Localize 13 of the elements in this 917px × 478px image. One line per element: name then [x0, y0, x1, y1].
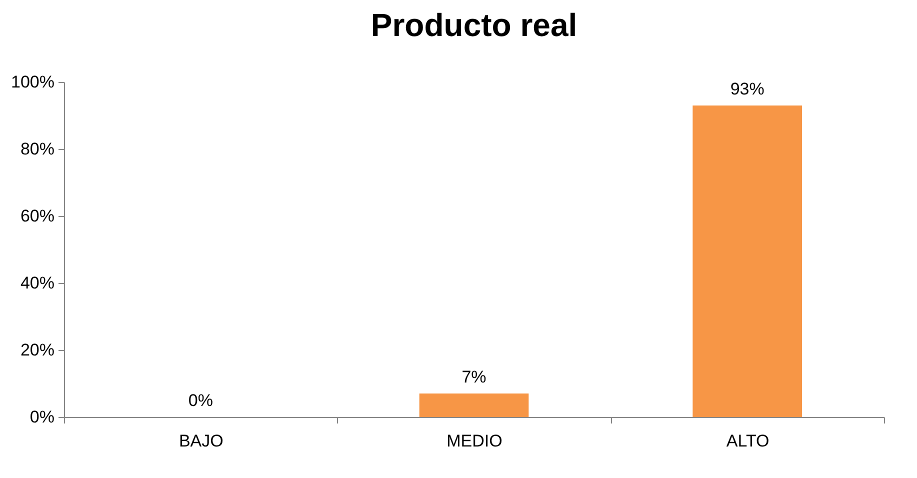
y-tick-label: 80% — [20, 140, 54, 158]
y-tick-label: 100% — [11, 72, 54, 92]
data-label: 93% — [730, 79, 764, 98]
x-tick-label: ALTO — [726, 432, 770, 450]
y-tick-label: 20% — [20, 340, 54, 360]
x-tick-label: BAJO — [178, 432, 224, 450]
data-label: 0% — [188, 391, 213, 410]
y-tick-label: 60% — [20, 206, 54, 226]
y-tick-label: 40% — [20, 274, 54, 292]
chart-title: Producto real — [370, 7, 578, 43]
y-tick-label: 0% — [30, 408, 54, 426]
data-label: 7% — [462, 368, 486, 387]
x-tick-label: MEDIO — [446, 432, 502, 450]
